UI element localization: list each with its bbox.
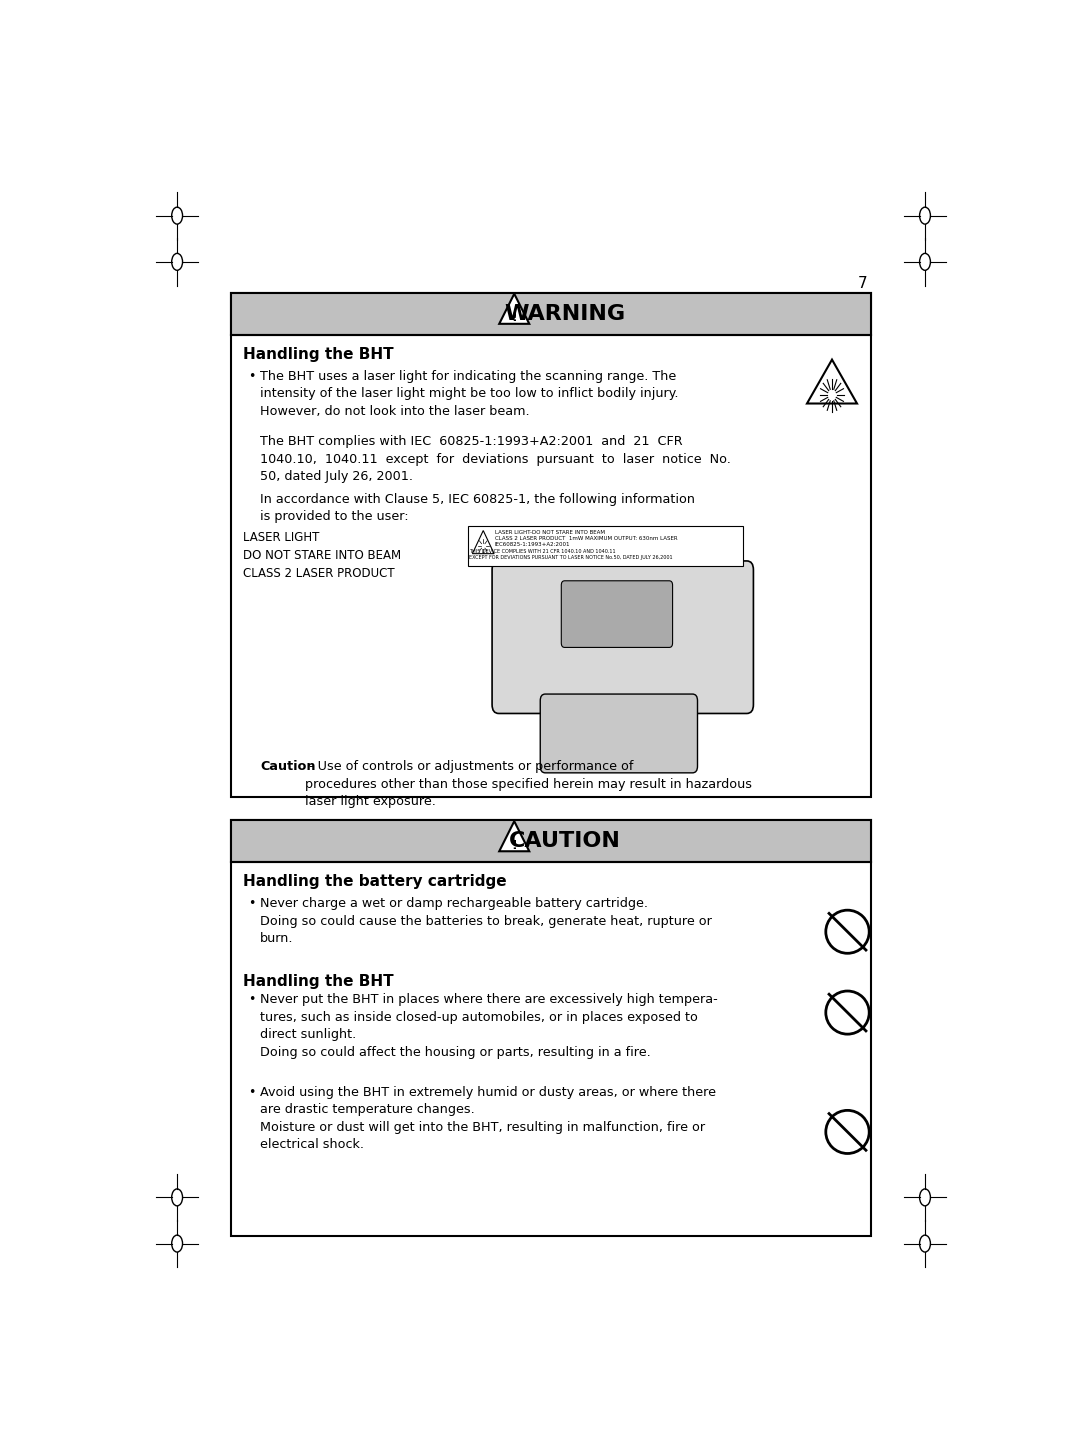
Ellipse shape	[825, 991, 869, 1034]
Ellipse shape	[825, 1110, 869, 1154]
Text: LASER LIGHT
DO NOT STARE INTO BEAM
CLASS 2 LASER PRODUCT: LASER LIGHT DO NOT STARE INTO BEAM CLASS…	[243, 531, 401, 580]
Text: Never put the BHT in places where there are excessively high tempera-
tures, suc: Never put the BHT in places where there …	[260, 993, 718, 1058]
Ellipse shape	[825, 910, 869, 953]
Text: Handling the BHT: Handling the BHT	[243, 347, 394, 361]
Text: LASER LIGHT-DO NOT STARE INTO BEAM
CLASS 2 LASER PRODUCT  1mW MAXIMUM OUTPUT: 63: LASER LIGHT-DO NOT STARE INTO BEAM CLASS…	[495, 530, 678, 547]
Text: Handling the BHT: Handling the BHT	[243, 975, 394, 989]
Text: CAUTION: CAUTION	[509, 832, 621, 852]
Bar	[231, 293, 870, 797]
Text: Avoid using the BHT in extremely humid or dusty areas, or where there
are drasti: Avoid using the BHT in extremely humid o…	[260, 1086, 716, 1151]
Polygon shape	[499, 822, 529, 852]
Polygon shape	[472, 530, 494, 553]
FancyBboxPatch shape	[562, 580, 672, 647]
Text: !: !	[511, 839, 518, 852]
FancyBboxPatch shape	[540, 695, 697, 773]
Text: In accordance with Clause 5, IEC 60825-1, the following information
is provided : In accordance with Clause 5, IEC 60825-1…	[260, 492, 695, 523]
Text: The BHT complies with IEC  60825-1:1993+A2:2001  and  21  CFR
1040.10,  1040.11 : The BHT complies with IEC 60825-1:1993+A…	[260, 435, 731, 484]
Text: Handling the battery cartridge: Handling the battery cartridge	[243, 874, 507, 890]
Text: !: !	[511, 310, 518, 323]
Text: •: •	[249, 897, 256, 910]
Text: •: •	[249, 370, 256, 383]
Bar	[231, 820, 870, 1236]
Text: The BHT uses a laser light for indicating the scanning range. The
intensity of t: The BHT uses a laser light for indicatin…	[260, 370, 679, 417]
Text: - Use of controls or adjustments or performance of
procedures other than those s: - Use of controls or adjustments or perf…	[305, 760, 752, 809]
Text: •: •	[249, 1086, 256, 1099]
Text: THIS DEVICE COMPLIES WITH 21 CFR 1040.10 AND 1040.11
EXCEPT FOR DEVIATIONS PURSU: THIS DEVICE COMPLIES WITH 21 CFR 1040.10…	[468, 549, 672, 560]
FancyBboxPatch shape	[492, 560, 753, 713]
Text: •: •	[249, 993, 256, 1006]
Text: Caution: Caution	[260, 760, 315, 773]
Text: 7: 7	[859, 276, 868, 290]
Bar	[468, 526, 742, 566]
Text: Never charge a wet or damp rechargeable battery cartridge.
Doing so could cause : Never charge a wet or damp rechargeable …	[260, 897, 712, 944]
Bar	[231, 820, 870, 862]
Text: WARNING: WARNING	[504, 303, 625, 323]
Polygon shape	[499, 293, 529, 323]
Bar	[231, 293, 870, 335]
Polygon shape	[807, 360, 856, 403]
